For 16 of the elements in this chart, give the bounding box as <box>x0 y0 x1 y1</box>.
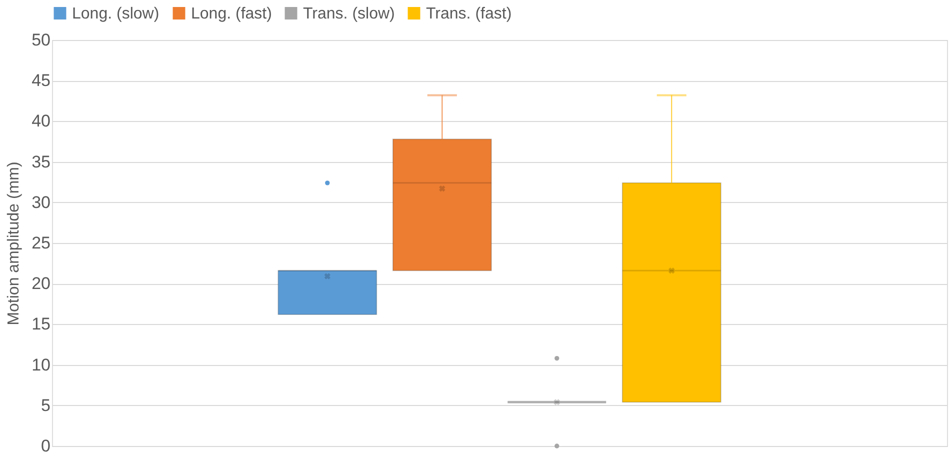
y-tick-label: 35 <box>32 152 50 172</box>
y-tick-label: 25 <box>32 234 50 252</box>
y-tick-label: 30 <box>32 192 50 212</box>
y-tick-label: 0 <box>41 436 50 456</box>
legend-label: Long. (fast) <box>191 5 272 22</box>
legend-label: Trans. (fast) <box>426 5 512 22</box>
y-tick-label: 50 <box>32 30 50 50</box>
y-tick-label: 40 <box>32 112 50 131</box>
y-tick-label: 20 <box>32 274 50 294</box>
y-tick-label: 45 <box>32 71 50 90</box>
legend-label: Trans. (slow) <box>303 5 395 22</box>
y-tick-label: 5 <box>41 396 50 415</box>
y-tick-label: 10 <box>32 355 50 374</box>
y-tick-label: 15 <box>32 314 50 334</box>
y-axis-title: Motion amplitude (mm) <box>6 162 23 326</box>
legend-label: Long. (slow) <box>72 5 160 22</box>
